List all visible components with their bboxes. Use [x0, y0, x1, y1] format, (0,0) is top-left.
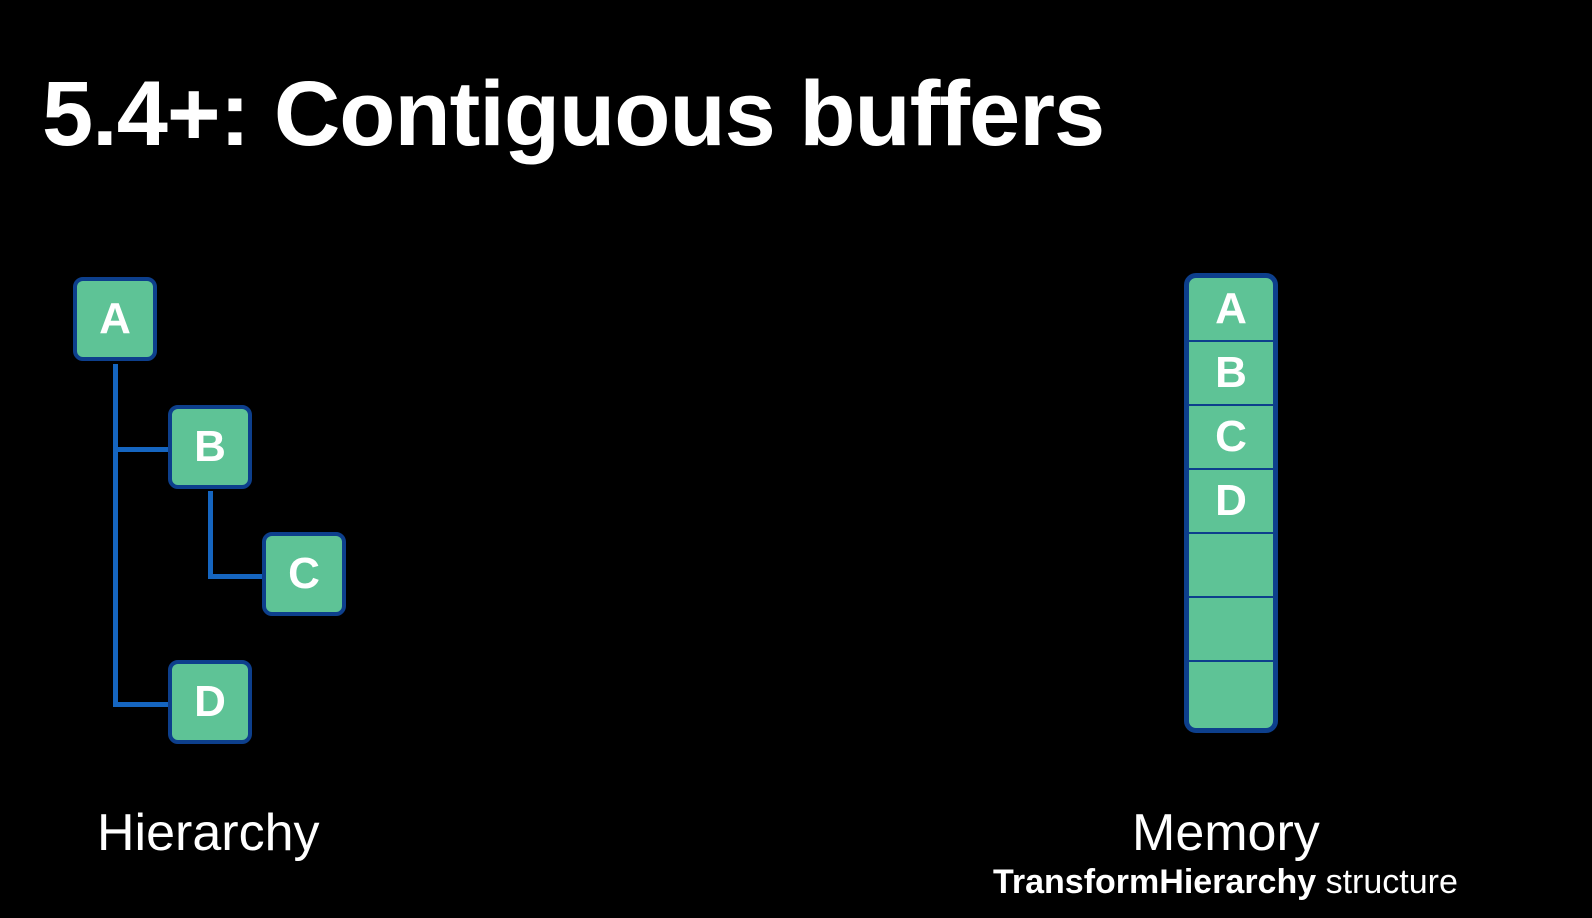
memory-cell-empty [1189, 662, 1273, 726]
memory-subcaption-type: TransformHierarchy [993, 863, 1317, 901]
connector-b-trunk [208, 491, 213, 579]
hierarchy-caption: Hierarchy [97, 804, 320, 862]
hierarchy-node-b: B [168, 405, 252, 489]
connector-b-to-c [208, 574, 262, 579]
memory-subcaption-suffix: structure [1316, 863, 1458, 901]
hierarchy-node-c: C [262, 532, 346, 616]
connector-a-to-b [113, 447, 168, 452]
slide-title: 5.4+: Contiguous buffers [42, 63, 1105, 165]
memory-cell-c: C [1189, 406, 1273, 470]
memory-subcaption: TransformHierarchy structure [993, 863, 1458, 902]
memory-cell-empty [1189, 598, 1273, 662]
connector-a-to-d [113, 702, 168, 707]
memory-caption: Memory [1132, 804, 1320, 862]
connector-a-trunk [113, 364, 118, 707]
memory-cell-d: D [1189, 470, 1273, 534]
memory-buffer: A B C D [1184, 273, 1278, 733]
memory-cell-b: B [1189, 342, 1273, 406]
hierarchy-node-a: A [73, 277, 157, 361]
memory-cell-a: A [1189, 278, 1273, 342]
memory-cell-empty [1189, 534, 1273, 598]
hierarchy-node-d: D [168, 660, 252, 744]
